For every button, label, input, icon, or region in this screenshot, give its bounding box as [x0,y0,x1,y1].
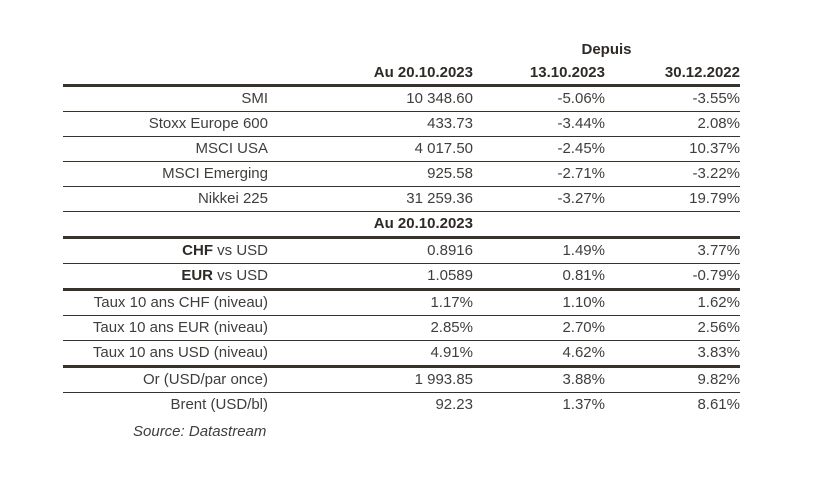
depuis-header: Depuis [581,41,632,58]
row-value: 4.91% [430,344,473,361]
market-performance-table: Depuis Au 20.10.2023 13.10.2023 30.12.20… [63,38,740,440]
row-value: 31 259.36 [406,190,473,207]
row-label: EUR vs USD [63,264,268,288]
row-change-ytd: 19.79% [689,190,740,207]
table-row-brent: Brent (USD/bl) 92.23 1.37% 8.61% [63,393,740,417]
row-value: 92.23 [435,396,473,413]
row-change-ytd: 8.61% [697,396,740,413]
table-row-or-gold: Or (USD/par once) 1 993.85 3.88% 9.82% [63,368,740,393]
row-value: 925.58 [427,165,473,182]
row-change-prev: 1.37% [562,396,605,413]
row-value: 0.8916 [427,242,473,259]
table-row-smi: SMI 10 348.60 -5.06% -3.55% [63,87,740,112]
row-change-prev: -2.45% [557,140,605,157]
source-note: Source: Datastream [133,423,267,440]
row-change-ytd: -0.79% [692,267,740,284]
row-label: MSCI USA [195,140,268,157]
row-change-ytd: 2.56% [697,319,740,336]
column-header-au-date: Au 20.10.2023 [373,64,473,81]
row-value: 10 348.60 [406,90,473,107]
row-label: Taux 10 ans EUR (niveau) [92,319,268,336]
row-value: 2.85% [430,319,473,336]
table-row-eur-vs-usd: EUR vs USD 1.0589 0.81% -0.79% [63,264,740,291]
row-change-prev: 1.49% [562,242,605,259]
row-label: Nikkei 225 [197,190,268,207]
row-value: 433.73 [427,115,473,132]
table-row-msci-emerging: MSCI Emerging 925.58 -2.71% -3.22% [63,162,740,187]
depuis-header-row: Depuis [63,38,740,62]
row-change-ytd: 3.83% [697,344,740,361]
row-change-prev: 2.70% [562,319,605,336]
row-label: CHF vs USD [63,239,268,263]
row-change-ytd: -3.22% [692,165,740,182]
row-change-prev: 0.81% [562,267,605,284]
section-header-row: Au 20.10.2023 [63,212,740,239]
row-value: 4 017.50 [414,140,473,157]
row-change-ytd: 2.08% [697,115,740,132]
row-label: Taux 10 ans CHF (niveau) [93,294,268,311]
row-value: 1.0589 [427,267,473,284]
row-change-ytd: 3.77% [697,242,740,259]
row-change-ytd: 9.82% [697,371,740,388]
currency-code: CHF [182,242,213,259]
table-row-msci-usa: MSCI USA 4 017.50 -2.45% 10.37% [63,137,740,162]
row-change-prev: -3.27% [557,190,605,207]
row-label: MSCI Emerging [162,165,268,182]
column-header-row: Au 20.10.2023 13.10.2023 30.12.2022 [63,62,740,87]
row-change-prev: 4.62% [562,344,605,361]
row-change-ytd: 10.37% [689,140,740,157]
table-row-stoxx-europe-600: Stoxx Europe 600 433.73 -3.44% 2.08% [63,112,740,137]
row-change-ytd: -3.55% [692,90,740,107]
row-label: SMI [241,90,268,107]
column-header-since-prev-week: 13.10.2023 [529,64,605,81]
section-header-label: Au 20.10.2023 [373,215,473,232]
row-change-prev: 3.88% [562,371,605,388]
row-change-prev: -2.71% [557,165,605,182]
row-label: Brent (USD/bl) [170,396,268,413]
table-row-taux-10-ans-chf: Taux 10 ans CHF (niveau) 1.17% 1.10% 1.6… [63,291,740,316]
currency-pair-suffix: vs USD [212,267,268,284]
row-label: Stoxx Europe 600 [148,115,268,132]
row-value: 1 993.85 [414,371,473,388]
table-row-taux-10-ans-eur: Taux 10 ans EUR (niveau) 2.85% 2.70% 2.5… [63,316,740,341]
row-change-prev: -3.44% [557,115,605,132]
row-label: Taux 10 ans USD (niveau) [92,344,268,361]
currency-pair-suffix: vs USD [212,242,268,259]
column-header-since-year-start: 30.12.2022 [664,64,740,81]
table-row-taux-10-ans-usd: Taux 10 ans USD (niveau) 4.91% 4.62% 3.8… [63,341,740,368]
row-value: 1.17% [430,294,473,311]
row-label: Or (USD/par once) [142,371,268,388]
row-change-prev: -5.06% [557,90,605,107]
currency-code: EUR [181,267,213,284]
row-change-ytd: 1.62% [697,294,740,311]
table-row-nikkei-225: Nikkei 225 31 259.36 -3.27% 19.79% [63,187,740,212]
table-row-chf-vs-usd: CHF vs USD 0.8916 1.49% 3.77% [63,239,740,264]
row-change-prev: 1.10% [562,294,605,311]
